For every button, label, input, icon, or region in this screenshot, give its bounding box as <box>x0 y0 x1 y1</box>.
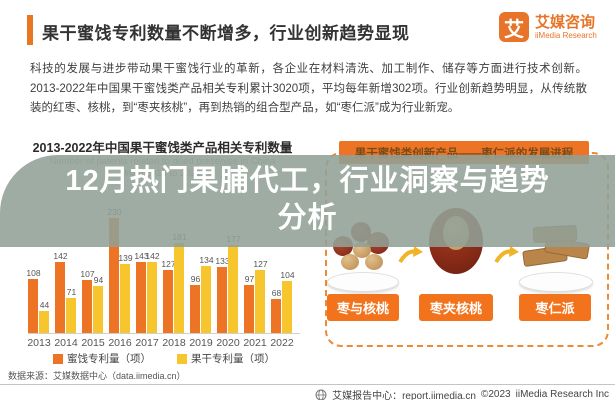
bar-value-label: 107 <box>80 268 95 279</box>
overlay-title: 12月热门果脯代工，行业洞察与趋势分析 <box>65 165 550 234</box>
bar-value-label: 143 <box>134 250 149 261</box>
bar-2019-0 <box>190 285 200 333</box>
bar-2019-1 <box>201 266 211 333</box>
logo-name-cn: 艾媒咨询 <box>535 13 596 31</box>
bar-value-label: 108 <box>26 268 41 278</box>
x-axis-label-2015: 2015 <box>81 337 105 349</box>
bar-value-label: 44 <box>39 300 50 310</box>
legend-label-guogan: 果干专利量（项） <box>191 353 275 365</box>
bar-2018-1 <box>174 242 184 333</box>
product-image-date-nut-pie <box>519 214 593 292</box>
title-accent-bar <box>27 15 33 45</box>
bar-value-label: 134 <box>199 255 214 265</box>
report-center-text: 艾媒报告中心：report.iimedia.cn <box>332 391 476 400</box>
x-axis-label-2019: 2019 <box>189 337 213 349</box>
bar-2016-1 <box>120 263 130 333</box>
chart-legend: 蜜饯专利量（项） 果干专利量（项） <box>28 351 300 366</box>
bar-2014-0 <box>55 262 65 333</box>
bar-2013-0 <box>28 279 38 333</box>
bar-2020-1 <box>228 244 238 333</box>
x-axis-label-2022: 2022 <box>270 337 294 349</box>
arrow-icon <box>398 246 423 264</box>
bar-value-label: 71 <box>66 286 77 297</box>
x-axis-label-2016: 2016 <box>108 337 132 349</box>
bar-2018-0 <box>163 269 173 333</box>
bar-2015-1 <box>93 286 103 333</box>
bar-2015-0 <box>82 279 92 333</box>
footer-divider <box>0 384 615 385</box>
bar-2014-1 <box>66 297 76 333</box>
overlay-banner: 12月热门果脯代工，行业洞察与趋势分析 <box>0 155 615 247</box>
legend-item-guogan: 果干专利量（项） <box>177 351 275 366</box>
bar-2021-0 <box>244 284 254 333</box>
product-button-date-stuffed-walnut[interactable]: 枣夹核桃 <box>419 294 493 321</box>
bar-value-label: 142 <box>53 251 68 261</box>
walnut-shape <box>365 254 383 270</box>
copyright-text: ©2023 <box>481 389 511 400</box>
bar-value-label: 96 <box>190 274 201 284</box>
legend-swatch-guogan <box>177 353 187 364</box>
bar-value-label: 97 <box>244 273 255 284</box>
walnut-shape <box>341 254 359 270</box>
x-axis-label-2021: 2021 <box>243 337 267 349</box>
bar-plot: 1081421072301431279613397684471941391421… <box>26 205 300 334</box>
bar-2017-1 <box>147 262 157 333</box>
x-axis-label-2013: 2013 <box>27 337 51 349</box>
imedia-logo: 艾 艾媒咨询 iiMedia Research <box>499 12 597 42</box>
bar-value-label: 127 <box>161 258 176 269</box>
imedia-logo-icon: 艾 <box>499 12 529 42</box>
bar-2017-0 <box>136 261 146 333</box>
plate-shape <box>519 272 593 292</box>
bar-2020-0 <box>217 266 227 333</box>
chart-title: 2013-2022年中国果干蜜饯类产品相关专利数量 <box>32 141 293 155</box>
bar-value-label: 94 <box>93 275 104 285</box>
bar-2022-0 <box>271 299 281 333</box>
arrow-icon <box>494 246 519 264</box>
legend-swatch-mijian <box>53 353 63 364</box>
legend-label-mijian: 蜜饯专利量（项） <box>67 353 151 365</box>
bar-value-label: 127 <box>253 258 268 269</box>
x-axis-labels: 2013 2014 2015 2016 2017 2018 2019 2020 2021 2022 <box>27 337 300 349</box>
intro-paragraph: 科技的发展与进步带动果干蜜饯行业的革新，各企业在材料清洗、加工制作、储存等方面进… <box>30 63 587 114</box>
x-axis-label-2014: 2014 <box>54 337 78 349</box>
page-title: 果干蜜饯专利数量不断增多，行业创新趋势显现 <box>42 24 410 43</box>
bar-value-label: 139 <box>118 252 133 263</box>
product-button-date-nut-pie[interactable]: 枣仁派 <box>519 294 591 321</box>
x-axis-label-2020: 2020 <box>216 337 240 349</box>
product-button-dates-walnuts[interactable]: 枣与核桃 <box>327 294 399 321</box>
bar-2022-1 <box>282 281 292 333</box>
plate-shape <box>327 272 399 292</box>
x-axis-label-2018: 2018 <box>162 337 186 349</box>
bar-2013-1 <box>39 311 49 333</box>
legend-item-mijian: 蜜饯专利量（项） <box>53 351 151 366</box>
x-axis-label-2017: 2017 <box>135 337 159 349</box>
company-text: iiMedia Research Inc <box>515 389 609 400</box>
bar-value-label: 133 <box>215 255 230 266</box>
logo-name-en: iiMedia Research <box>535 30 597 40</box>
bar-value-label: 142 <box>145 251 160 261</box>
bar-2016-0 <box>109 218 119 333</box>
bar-value-label: 68 <box>271 288 282 298</box>
data-source-note: 数据来源：艾媒数据中心（data.iimedia.cn） <box>8 371 186 381</box>
globe-icon <box>315 389 327 400</box>
bar-value-label: 104 <box>280 270 295 280</box>
footer-report-line: 艾媒报告中心：report.iimedia.cn ©2023 iiMedia R… <box>315 387 609 400</box>
bar-2021-1 <box>255 269 265 333</box>
